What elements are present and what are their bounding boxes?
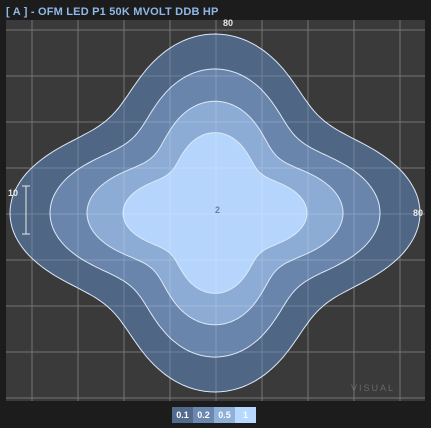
right-distance-label: 80 xyxy=(413,208,424,218)
isoline-plot xyxy=(6,20,425,401)
legend: 0.1 0.2 0.5 1 xyxy=(172,407,256,423)
watermark-text: VISUAL xyxy=(351,383,396,393)
legend-item-4: 1 xyxy=(235,407,256,423)
grid-overlay xyxy=(6,20,425,401)
legend-item-2: 0.2 xyxy=(193,407,214,423)
legend-item-1: 0.1 xyxy=(172,407,193,423)
height-scale-marker xyxy=(22,185,30,235)
top-distance-label: 80 xyxy=(223,18,234,28)
page-title: [ A ] - OFM LED P1 50K MVOLT DDB HP xyxy=(6,6,219,18)
luminaire-marker-label: 2 xyxy=(215,205,221,215)
legend-item-3: 0.5 xyxy=(214,407,235,423)
isoline-canvas xyxy=(6,20,425,401)
contour-1 xyxy=(122,132,308,294)
mounting-height-label: 10 xyxy=(8,188,19,198)
